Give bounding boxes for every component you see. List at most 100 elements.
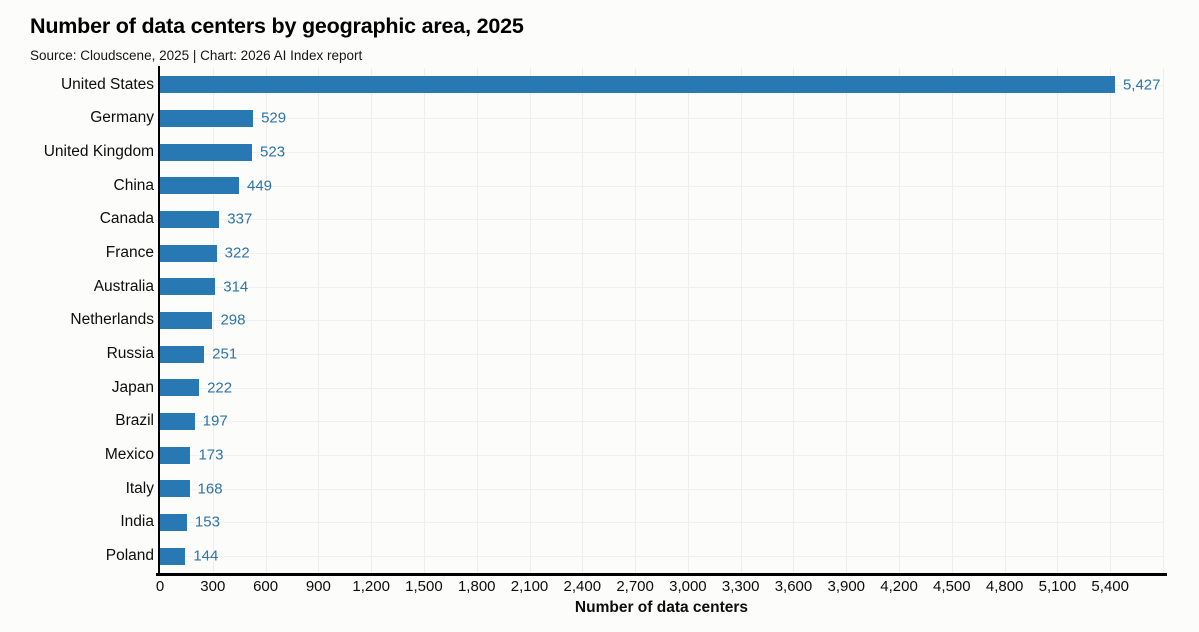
bar (160, 278, 216, 296)
category-label: Italy (125, 479, 154, 497)
y-axis-line (158, 66, 160, 573)
vertical-gridline (1163, 68, 1164, 573)
bar-row: United States 5,427 (61, 68, 1163, 102)
x-tick-label: 4,200 (880, 578, 918, 595)
bar-row: India 153 (120, 506, 1163, 540)
bar-row: Poland 144 (106, 539, 1163, 573)
bar-row: China 449 (114, 169, 1163, 203)
value-label: 173 (198, 446, 224, 464)
horizontal-gridline (160, 185, 1163, 187)
horizontal-gridline (160, 421, 1163, 423)
bar-row: France 322 (106, 236, 1163, 270)
bar-row: Canada 337 (100, 203, 1163, 237)
bar (160, 143, 253, 161)
category-label: Mexico (104, 446, 154, 464)
category-label: Canada (99, 210, 154, 228)
x-axis-title: Number of data centers (574, 599, 749, 616)
x-tick-label: 600 (253, 578, 279, 595)
horizontal-gridline (160, 556, 1163, 558)
horizontal-gridline (160, 522, 1163, 524)
category-label: China (113, 176, 155, 194)
x-tick-label: 2,100 (510, 578, 549, 595)
bar-row: United Kingdom 523 (44, 135, 1163, 169)
value-label: 144 (193, 547, 219, 565)
value-label: 523 (260, 143, 286, 161)
category-label: France (105, 244, 154, 262)
value-label: 5,427 (1122, 76, 1161, 94)
bar (160, 345, 205, 363)
category-label: Brazil (115, 412, 154, 430)
x-tick-label: 3,300 (721, 578, 760, 595)
horizontal-gridline (160, 286, 1163, 288)
x-tick-label: 1,200 (352, 578, 390, 595)
bar-row: Netherlands 298 (70, 304, 1163, 338)
bar (160, 412, 195, 430)
value-label: 529 (261, 109, 287, 127)
x-tick-label: 4,800 (985, 578, 1024, 595)
bar (160, 210, 220, 228)
chart-title: Number of data centers by geographic are… (30, 14, 524, 38)
value-label: 251 (212, 345, 238, 363)
x-axis-tick-labels: 0 300 600 900 1,200 1,500 1,800 2,100 2,400 2,700… (156, 578, 1163, 598)
category-label: Russia (106, 345, 154, 363)
value-label: 168 (197, 480, 223, 498)
x-tick-label: 3,000 (669, 578, 707, 595)
category-label: Australia (93, 277, 154, 295)
bar-row: Australia 314 (94, 270, 1163, 304)
horizontal-gridline (160, 488, 1163, 490)
horizontal-gridline (160, 253, 1163, 255)
bar (160, 446, 191, 464)
category-label: United Kingdom (43, 143, 154, 161)
horizontal-gridline (160, 152, 1163, 154)
horizontal-gridline (160, 320, 1163, 322)
horizontal-gridline (160, 219, 1163, 221)
bar-row: Italy 168 (126, 472, 1163, 506)
value-label: 322 (224, 244, 250, 262)
bar (160, 76, 1115, 94)
value-label: 298 (220, 311, 246, 329)
x-tick-label: 1,500 (405, 578, 443, 595)
value-label: 197 (202, 412, 228, 430)
category-label: Netherlands (70, 311, 154, 329)
bar (160, 311, 213, 329)
x-tick-label: 1,800 (457, 578, 496, 595)
x-tick-label: 3,900 (827, 578, 866, 595)
bar (160, 244, 217, 262)
category-label: Germany (90, 109, 154, 127)
x-tick-label: 2,400 (563, 578, 602, 595)
x-tick-label: 0 (155, 578, 165, 595)
bar-row: Brazil 197 (115, 405, 1163, 439)
bar (160, 480, 190, 498)
x-tick-label: 300 (200, 578, 226, 595)
x-tick-label: 900 (305, 578, 331, 595)
value-label: 337 (227, 210, 253, 228)
horizontal-gridline (160, 118, 1163, 120)
x-tick-label: 5,400 (1091, 578, 1129, 595)
category-label: United States (60, 75, 154, 93)
horizontal-gridline (160, 387, 1163, 389)
x-axis-line (156, 573, 1167, 576)
category-label: India (120, 513, 154, 531)
x-tick-label: 3,600 (774, 578, 813, 595)
chart-subtitle: Source: Cloudscene, 2025 | Chart: 2026 A… (30, 48, 363, 63)
plot-area: United States 5,427 Germany 529 United Kingd… (44, 66, 1167, 576)
bar-row: Germany 529 (90, 102, 1163, 136)
bar-row: Japan 222 (112, 371, 1163, 405)
bar-row: Russia 251 (107, 337, 1163, 371)
x-tick-label: 4,500 (933, 578, 971, 595)
category-label: Japan (111, 378, 154, 396)
x-tick-label: 5,100 (1038, 578, 1077, 595)
value-label: 314 (223, 278, 249, 296)
bar (160, 109, 254, 127)
x-tick-label: 2,700 (616, 578, 654, 595)
value-label: 449 (247, 177, 273, 195)
value-label: 222 (207, 379, 233, 397)
horizontal-gridline (160, 354, 1163, 356)
bar-row: Mexico 173 (105, 438, 1163, 472)
bar (160, 379, 200, 397)
bar (160, 547, 186, 565)
category-label: Poland (105, 547, 154, 565)
bar (160, 177, 239, 195)
bar (160, 513, 187, 531)
